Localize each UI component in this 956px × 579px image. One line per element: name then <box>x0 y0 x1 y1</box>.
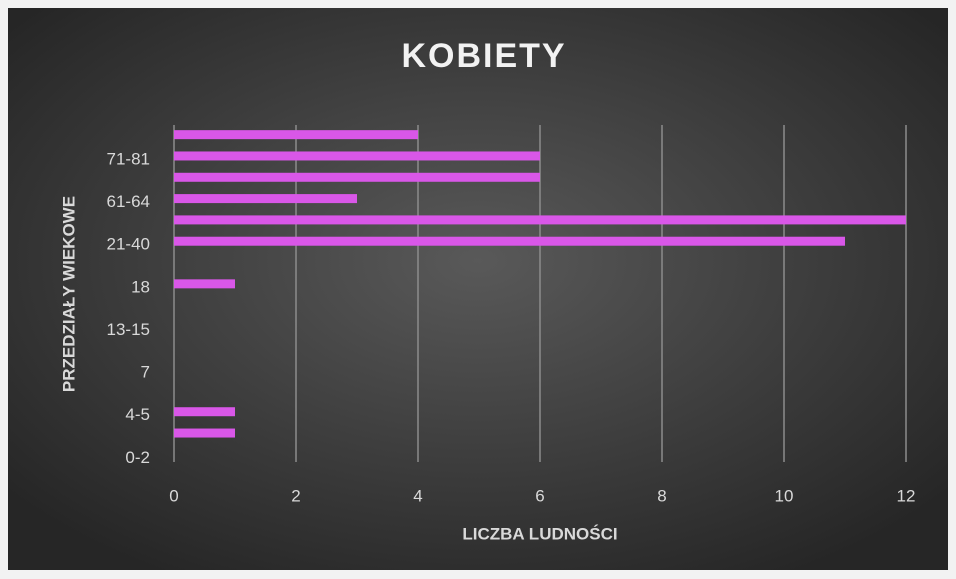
bar <box>174 130 418 140</box>
bar <box>174 279 235 289</box>
y-tick-label: 18 <box>131 277 150 296</box>
bar <box>174 172 540 182</box>
y-tick-label: 71-81 <box>107 149 150 168</box>
chart-title: KOBIETY <box>401 37 566 75</box>
bar <box>174 407 235 417</box>
x-tick-label: 6 <box>535 486 544 505</box>
x-tick-label: 0 <box>169 486 178 505</box>
x-axis-title: LICZBA LUDNOŚCI <box>462 524 617 543</box>
x-tick-label: 12 <box>897 486 916 505</box>
y-tick-label: 61-64 <box>107 192 150 211</box>
y-axis-title: PRZEDZIAŁY WIEKOWE <box>59 196 78 392</box>
bar <box>174 194 357 204</box>
bar <box>174 215 906 225</box>
y-tick-label: 21-40 <box>107 235 150 254</box>
y-tick-label: 13-15 <box>107 320 150 339</box>
bar <box>174 428 235 438</box>
bar <box>174 236 845 246</box>
chart-background <box>8 8 948 570</box>
x-tick-label: 8 <box>657 486 666 505</box>
x-tick-label: 4 <box>413 486 422 505</box>
y-tick-label: 0-2 <box>125 448 150 467</box>
y-tick-label: 7 <box>141 363 150 382</box>
y-tick-label: 4-5 <box>125 405 150 424</box>
bar <box>174 151 540 161</box>
x-tick-label: 10 <box>775 486 794 505</box>
x-tick-label: 2 <box>291 486 300 505</box>
